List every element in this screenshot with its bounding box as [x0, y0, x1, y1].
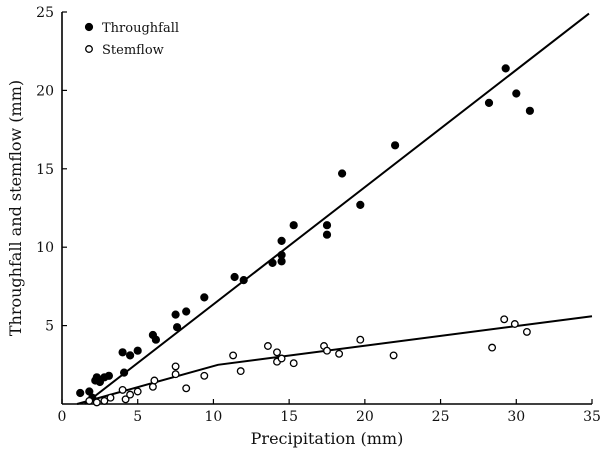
point-stemflow [148, 382, 157, 391]
point-stemflow [323, 346, 331, 355]
point-stemflow [100, 396, 109, 405]
point-throughfall [200, 293, 209, 302]
legend-label-throughfall: Throughfall [102, 21, 179, 36]
point-stemflow [126, 390, 135, 399]
y-tick-label: 10 [36, 240, 54, 256]
y-tick-label: 5 [45, 319, 54, 335]
point-throughfall [391, 141, 400, 150]
point-throughfall [512, 89, 521, 98]
x-tick-label: 20 [356, 409, 374, 425]
point-throughfall [289, 221, 298, 230]
point-stemflow [171, 370, 180, 379]
point-throughfall [268, 258, 277, 268]
point-stemflow [356, 335, 365, 344]
point-throughfall [230, 272, 239, 282]
point-throughfall [171, 310, 180, 319]
point-stemflow [133, 387, 142, 396]
point-throughfall [173, 323, 182, 332]
point-stemflow [289, 359, 298, 368]
point-throughfall [239, 276, 248, 285]
point-throughfall [133, 346, 142, 355]
point-throughfall [182, 307, 191, 316]
point-throughfall [322, 230, 332, 239]
legend-marker-stemflow [85, 45, 93, 53]
x-tick-label: 10 [205, 409, 223, 425]
point-stemflow [150, 376, 159, 385]
x-tick-label: 30 [507, 409, 525, 425]
point-stemflow [236, 367, 245, 376]
point-throughfall [338, 169, 347, 178]
fit-lines [76, 12, 593, 405]
x-axis-title: Precipitation (mm) [251, 429, 404, 448]
y-tick-label: 20 [36, 83, 54, 99]
point-throughfall [151, 335, 160, 344]
point-stemflow [121, 395, 130, 404]
point-stemflow [171, 362, 180, 371]
point-stemflow [277, 354, 286, 363]
point-stemflow [510, 320, 519, 328]
x-tick-label: 25 [432, 409, 450, 425]
point-throughfall [104, 371, 113, 380]
legend: Throughfall Stemflow [84, 21, 179, 58]
point-throughfall [126, 351, 135, 360]
point-throughfall [119, 368, 129, 377]
legend-label-stemflow: Stemflow [102, 43, 164, 58]
point-stemflow [263, 342, 272, 350]
y-axis-title: Throughfall and stemflow (mm) [6, 80, 25, 336]
x-tick-label: 0 [58, 409, 67, 425]
point-throughfall [277, 257, 286, 266]
point-throughfall [76, 388, 85, 398]
axes [61, 12, 592, 405]
point-stemflow [335, 349, 344, 358]
point-stemflow [85, 396, 94, 405]
fit-line-throughfall [84, 12, 590, 405]
point-stemflow [389, 351, 398, 360]
x-tick-label: 15 [280, 409, 298, 425]
data-points [76, 64, 535, 407]
point-throughfall [356, 200, 365, 209]
point-stemflow [488, 343, 497, 352]
point-stemflow [500, 315, 509, 324]
y-tick-label: 15 [36, 162, 54, 178]
x-ticks: 0 5 10 15 20 25 30 35 [58, 399, 601, 425]
x-tick-label: 35 [583, 409, 601, 425]
y-ticks: 5 10 15 20 25 [36, 5, 67, 335]
x-tick-label: 5 [133, 409, 142, 425]
point-stemflow [200, 371, 209, 380]
point-stemflow [92, 398, 101, 407]
point-stemflow [273, 348, 281, 357]
point-throughfall [277, 236, 286, 245]
point-stemflow [182, 384, 191, 393]
point-stemflow [106, 393, 115, 402]
point-throughfall [484, 98, 494, 107]
y-tick-label: 25 [36, 5, 54, 21]
point-stemflow [118, 385, 127, 394]
fit-line-stemflow [76, 315, 593, 405]
point-throughfall [525, 106, 535, 115]
point-throughfall [118, 348, 127, 357]
point-stemflow [229, 351, 238, 360]
legend-marker-throughfall [84, 22, 94, 32]
point-throughfall [501, 64, 510, 73]
point-stemflow [522, 327, 531, 336]
point-throughfall [322, 221, 332, 230]
